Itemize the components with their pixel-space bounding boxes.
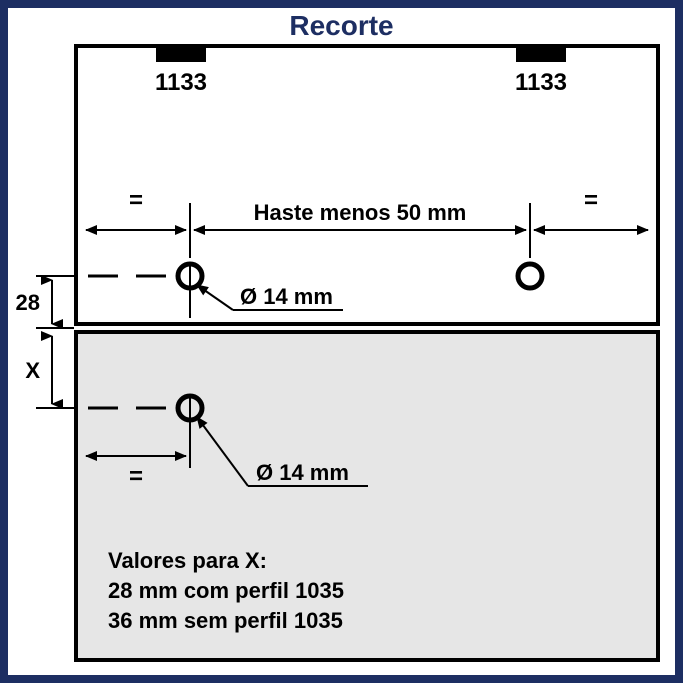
top-marker-left bbox=[156, 46, 206, 62]
inner-canvas: Recorte bbox=[8, 8, 675, 675]
dim-28: 28 bbox=[16, 290, 40, 315]
marker-label-left: 1133 bbox=[155, 69, 207, 96]
bottom-equal: = bbox=[129, 463, 143, 490]
diagram-title: Recorte bbox=[8, 8, 675, 42]
bottom-hole-dia-label: Ø 14 mm bbox=[256, 460, 349, 485]
x-value-line1: 28 mm com perfil 1035 bbox=[108, 578, 344, 603]
top-marker-right bbox=[516, 46, 566, 62]
center-dimension: Haste menos 50 mm bbox=[254, 200, 467, 225]
x-values-header: Valores para X: bbox=[108, 548, 267, 573]
top-hole-dia-label: Ø 14 mm bbox=[240, 284, 333, 309]
x-value-line2: 36 mm sem perfil 1035 bbox=[108, 608, 343, 633]
bottom-panel: = Ø 14 mm Valores para X: 28 mm com perf… bbox=[76, 332, 658, 660]
top-panel: 1133 1133 = Haste menos 50 mm = bbox=[76, 46, 658, 324]
marker-label-right: 1133 bbox=[515, 69, 567, 96]
outer-frame: Recorte bbox=[0, 0, 683, 683]
dim-x: X bbox=[25, 358, 40, 383]
equal-left: = bbox=[129, 187, 143, 214]
diagram-svg: 1133 1133 = Haste menos 50 mm = bbox=[8, 8, 675, 675]
equal-right: = bbox=[584, 187, 598, 214]
left-dims: 28 X bbox=[16, 276, 74, 408]
